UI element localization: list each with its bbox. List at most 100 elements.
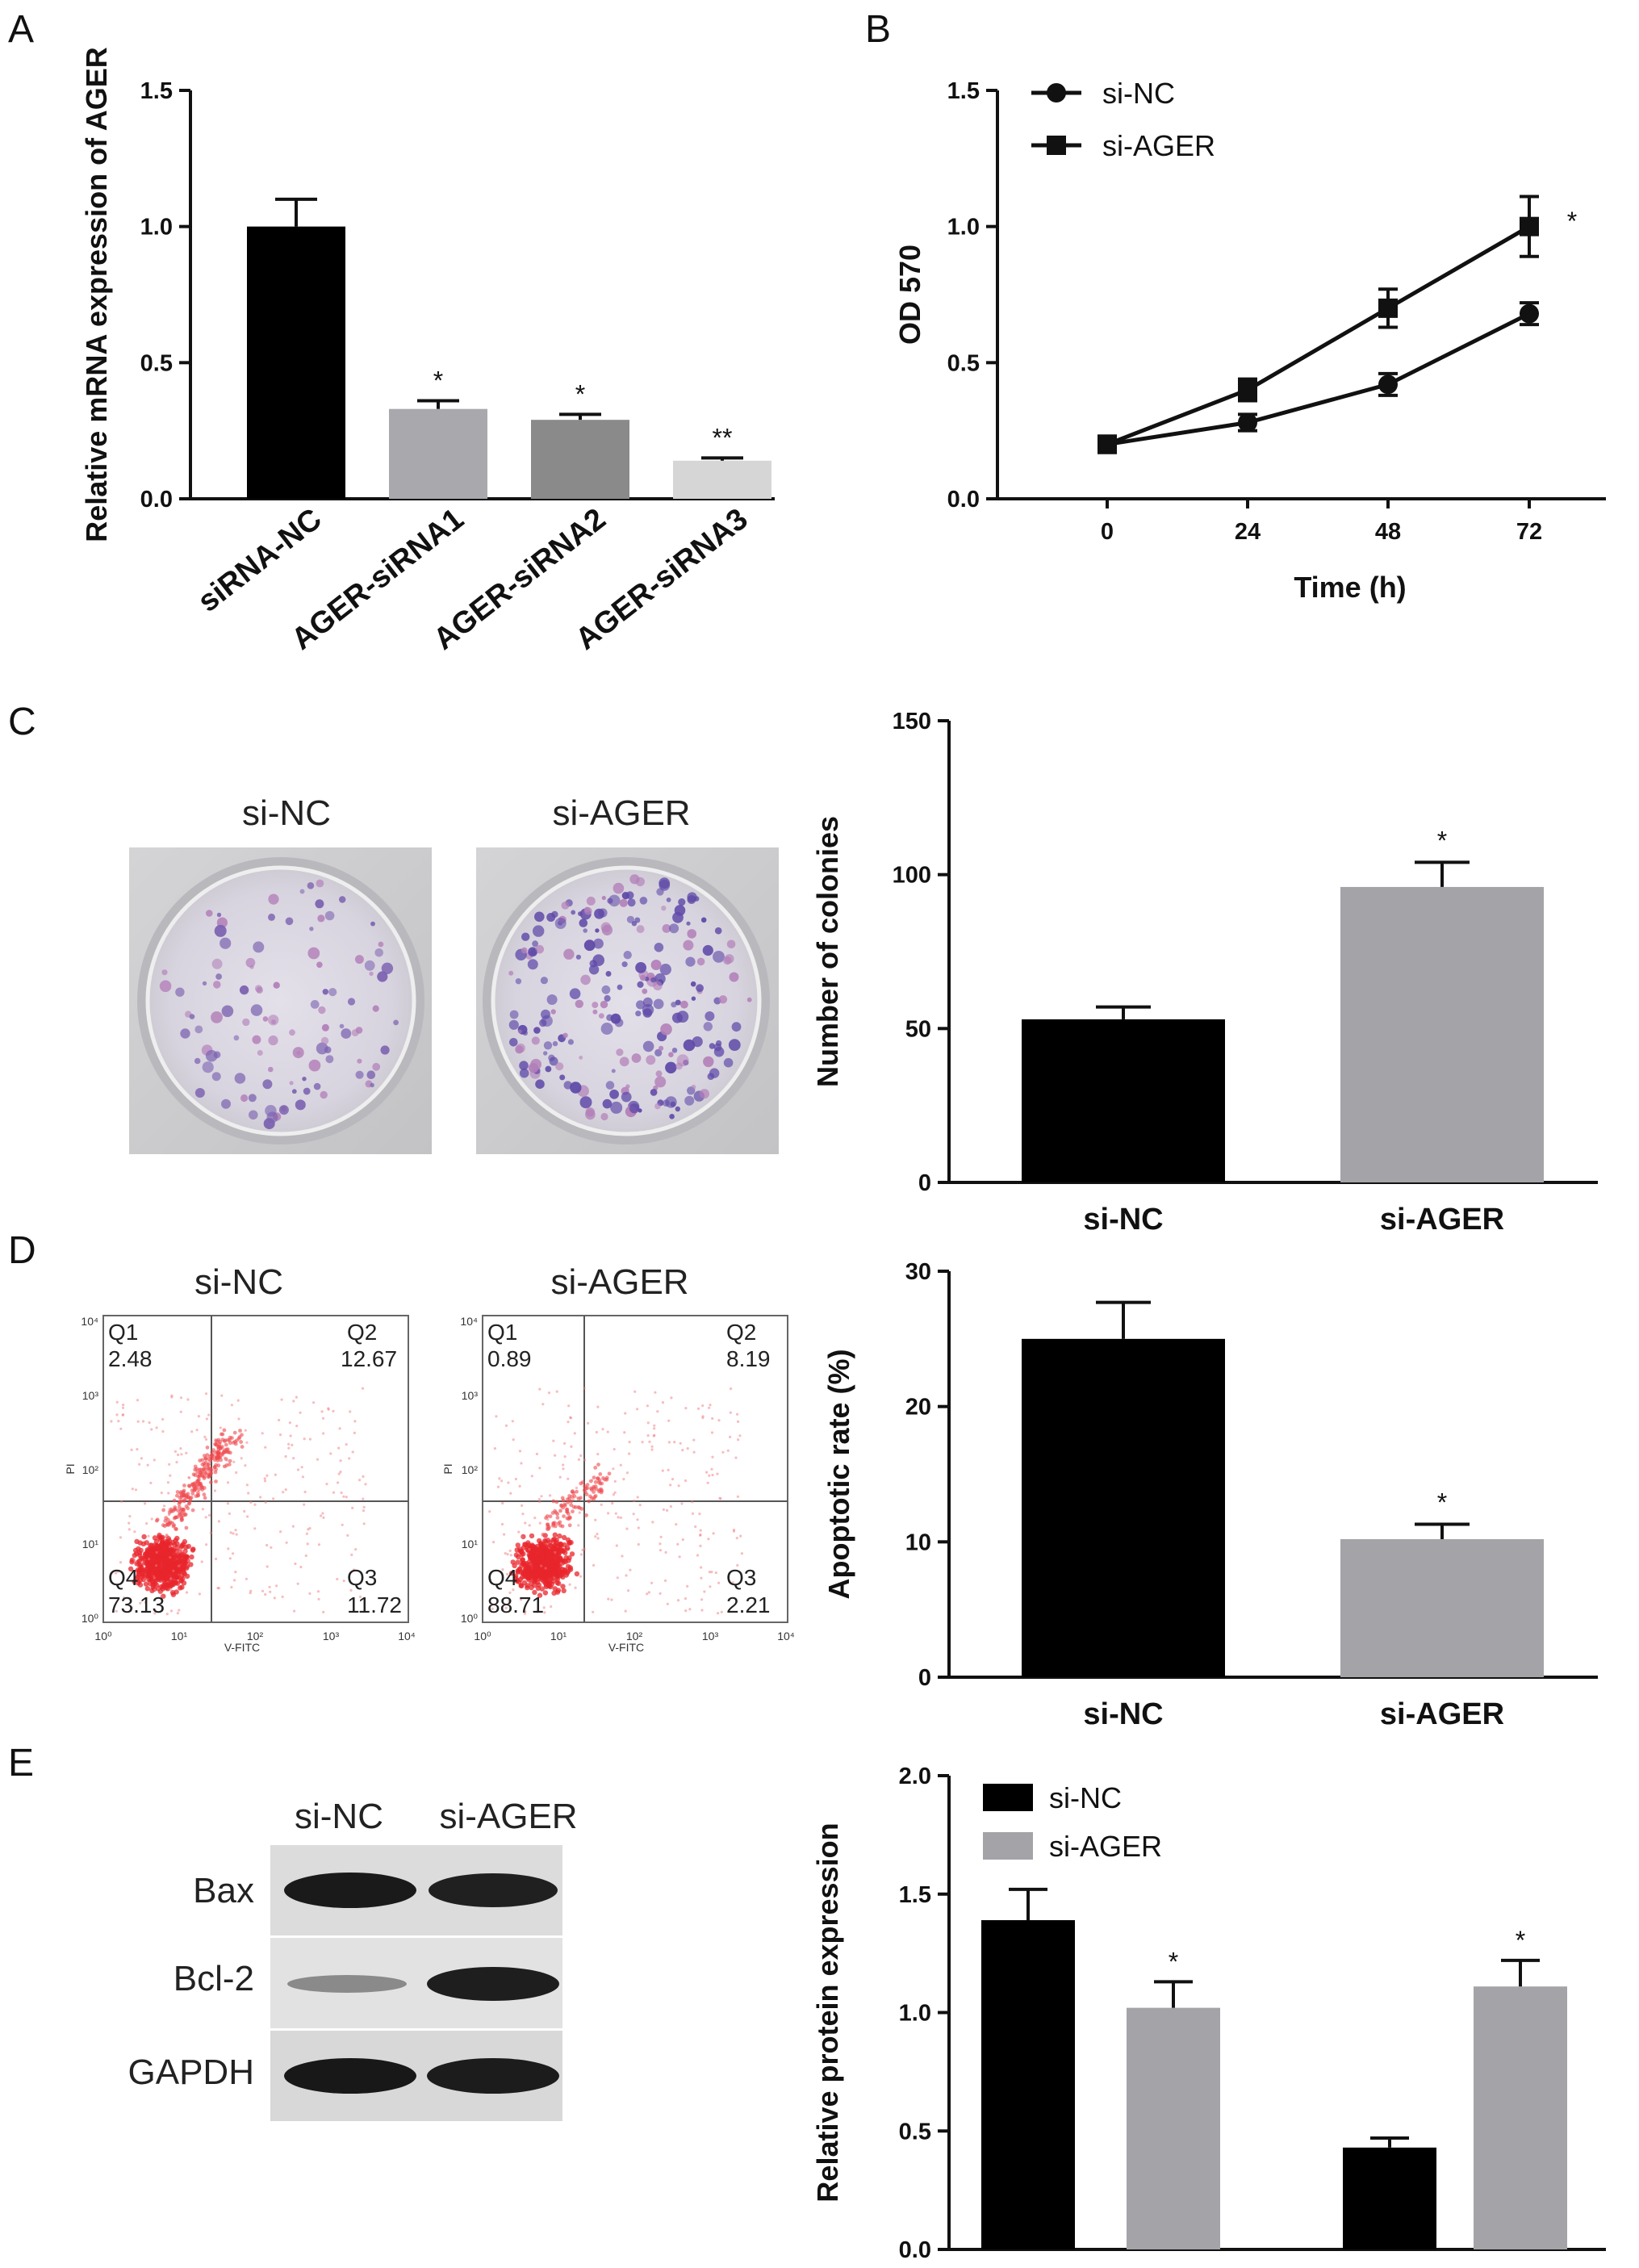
colony-dot (515, 978, 522, 985)
flow-event-dot (122, 1413, 125, 1416)
colony-dot (619, 1057, 629, 1067)
colony-dot (660, 1023, 672, 1036)
flow-event-dot (735, 1537, 738, 1540)
b-ytick-label-3: 1.5 (947, 78, 980, 104)
flow-event-dot (146, 1463, 149, 1467)
flow-event-dot (230, 1585, 233, 1589)
colony-dot (593, 938, 604, 949)
flow-event-dot (680, 1502, 684, 1505)
flow-event-dot (607, 1471, 612, 1476)
flow-event-dot (561, 1498, 566, 1503)
flow-event-dot (136, 1399, 140, 1402)
flow-event-dot (707, 1538, 710, 1541)
flow-event-dot (708, 1474, 711, 1477)
colony-dot (534, 911, 545, 923)
flow-event-dot (712, 1532, 715, 1535)
colony-dot (611, 1069, 616, 1073)
flow-event-dot (562, 1467, 565, 1471)
flow-event-dot (729, 1435, 732, 1438)
flow-event-dot (651, 1521, 654, 1524)
colony-dot (653, 981, 663, 991)
flow-q2-value-si-ager: 8.19 (726, 1346, 771, 1371)
colony-dot (669, 923, 679, 934)
flow-event-dot (168, 1462, 171, 1466)
band-bcl2-si-nc (287, 1975, 407, 1993)
flow-event-dot (191, 1472, 196, 1477)
flow-event-dot (625, 1527, 629, 1530)
colony-dot (546, 913, 556, 922)
flow-event-dot (516, 1567, 523, 1573)
flow-q3-value-si-ager: 2.21 (726, 1592, 771, 1617)
flow-event-dot (551, 1499, 556, 1504)
flow-y-tick-label: 10² (462, 1463, 479, 1476)
flow-event-dot (213, 1489, 217, 1492)
flow-event-dot (362, 1522, 366, 1525)
flow-event-dot (119, 1536, 122, 1539)
blot-row-bcl2: Bcl-2 (174, 1959, 254, 1998)
flow-event-dot (155, 1545, 161, 1551)
flow-event-dot (152, 1567, 157, 1574)
flow-event-dot (553, 1524, 558, 1529)
colony-dot (659, 1045, 664, 1051)
flow-event-dot (500, 1479, 504, 1483)
colony-dot (339, 896, 346, 903)
flow-event-dot (576, 1496, 579, 1500)
colony-dot (671, 1002, 677, 1008)
colony-dot (700, 917, 707, 923)
colony-dot (703, 1056, 714, 1068)
flow-event-dot (337, 1446, 341, 1450)
e-legend-swatch-si-ager (983, 1832, 1033, 1860)
flow-event-dot (699, 1544, 702, 1547)
colony-dot (202, 1061, 214, 1073)
flow-event-dot (230, 1404, 233, 1407)
flow-event-dot (177, 1553, 182, 1559)
colony-dot (690, 981, 696, 987)
colony-dot (289, 1081, 294, 1086)
flow-event-dot (128, 1528, 131, 1531)
flow-event-dot (577, 1458, 581, 1461)
flow-event-dot (155, 1550, 158, 1554)
flow-event-dot (178, 1585, 183, 1591)
flow-event-dot (174, 1515, 178, 1520)
colony-dot (351, 1029, 359, 1037)
flow-event-dot (222, 1450, 226, 1455)
flow-event-dot (669, 1483, 672, 1487)
colony-dot (601, 985, 611, 994)
flow-event-dot (500, 1522, 504, 1526)
flow-event-dot (141, 1534, 147, 1540)
colony-dot (262, 1016, 269, 1022)
flow-event-dot (208, 1458, 212, 1463)
flow-q3-value-si-nc: 11.72 (347, 1592, 402, 1617)
flow-event-dot (134, 1560, 138, 1563)
flow-event-dot (566, 1500, 571, 1504)
b-legend-marker-si-nc (1047, 83, 1066, 103)
flow-event-dot (717, 1581, 721, 1584)
flow-event-dot (189, 1554, 194, 1560)
flow-y-tick-label: 10¹ (82, 1538, 99, 1550)
colony-dot (579, 1096, 592, 1109)
colony-dot (600, 1112, 608, 1121)
flow-event-dot (524, 1610, 527, 1613)
flow-event-dot (168, 1524, 171, 1527)
flow-event-dot (136, 1568, 142, 1574)
b-y-axis-title: OD 570 (893, 245, 926, 345)
colony-dot (616, 1048, 624, 1057)
flow-event-dot (627, 1589, 630, 1592)
flow-event-dot (278, 1418, 281, 1422)
flow-event-dot (223, 1438, 228, 1442)
flow-event-dot (227, 1547, 230, 1550)
flow-event-dot (607, 1512, 610, 1515)
flow-event-dot (136, 1546, 141, 1552)
flow-q2-label-si-nc: Q2 (347, 1320, 377, 1345)
a-significance-ager-sirna1: * (433, 366, 443, 395)
colony-dot (307, 947, 320, 960)
flow-event-dot (219, 1426, 222, 1429)
colony-dot (521, 932, 530, 941)
flow-event-dot (551, 1563, 557, 1569)
flow-event-dot (737, 1420, 740, 1423)
c-y-axis-title: Number of colonies (811, 816, 844, 1087)
flow-event-dot (550, 1605, 553, 1609)
blot-row-bax: Bax (193, 1871, 254, 1910)
c-ytick-label-2: 100 (893, 863, 931, 889)
colony-dot (194, 1088, 205, 1098)
